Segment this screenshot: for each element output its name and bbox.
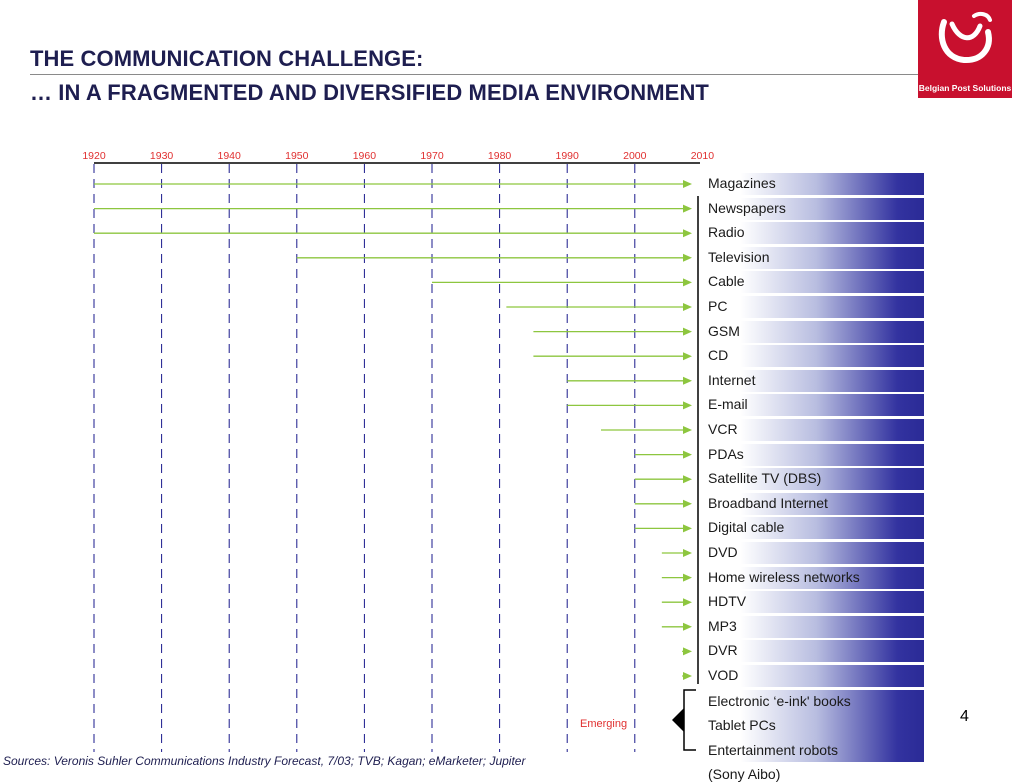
sources-note: Sources: Veronis Suhler Communications I… bbox=[3, 754, 526, 768]
media-label: Digital cable bbox=[708, 519, 785, 536]
media-label: Broadband Internet bbox=[708, 494, 828, 511]
logo-text: Belgian Post Solutions bbox=[918, 83, 1012, 93]
year-label-1990: 1990 bbox=[555, 150, 579, 162]
emerging-bar bbox=[700, 689, 924, 762]
media-label: Newspapers bbox=[708, 199, 786, 216]
emerging-bracket-pointer bbox=[672, 708, 684, 732]
arrow-head bbox=[683, 401, 692, 410]
media-label: PC bbox=[708, 298, 728, 314]
year-label-1980: 1980 bbox=[487, 150, 512, 162]
arrow-head bbox=[683, 204, 692, 213]
media-label: Home wireless networks bbox=[708, 568, 860, 585]
title-rule bbox=[30, 74, 1012, 75]
media-label: VCR bbox=[708, 421, 738, 437]
arrow-head bbox=[683, 327, 692, 336]
media-bar bbox=[700, 468, 924, 491]
emerging-bracket bbox=[683, 689, 696, 751]
media-label: Cable bbox=[708, 273, 745, 290]
media-bar bbox=[700, 369, 924, 392]
emerging-item: (Sony Aibo) bbox=[708, 766, 781, 782]
arrow-head bbox=[683, 549, 692, 557]
media-label: CD bbox=[708, 347, 729, 364]
media-label: Radio bbox=[708, 224, 745, 241]
media-bar bbox=[700, 222, 924, 245]
arrow-head bbox=[683, 573, 692, 582]
media-bar bbox=[700, 394, 924, 417]
media-label: HDTV bbox=[708, 593, 747, 610]
belgian-post-logo: Belgian Post Solutions bbox=[918, 0, 1012, 98]
title-line-2: … IN A FRAGMENTED AND DIVERSIFIED MEDIA … bbox=[30, 80, 709, 105]
media-bar bbox=[700, 591, 924, 614]
media-bar bbox=[700, 345, 924, 368]
media-label: Magazines bbox=[708, 175, 776, 191]
media-bar bbox=[700, 173, 924, 195]
year-label-1950: 1950 bbox=[285, 150, 309, 162]
media-bar bbox=[700, 542, 924, 564]
emerging-item: Entertainment robots bbox=[708, 741, 838, 758]
year-label-1940: 1940 bbox=[217, 150, 241, 162]
post-horn-icon bbox=[938, 11, 992, 64]
media-bar bbox=[700, 419, 924, 441]
year-label-2000: 2000 bbox=[623, 150, 647, 162]
media-bar bbox=[700, 640, 924, 663]
arrow-head bbox=[683, 229, 692, 238]
arrow-head bbox=[683, 376, 692, 385]
year-label-2010: 2010 bbox=[690, 150, 715, 162]
media-bar bbox=[700, 517, 924, 540]
year-label-1920: 1920 bbox=[82, 150, 106, 162]
arrow-head bbox=[683, 426, 692, 434]
media-bar bbox=[700, 443, 924, 466]
media-bar bbox=[700, 246, 924, 269]
arrow-head bbox=[683, 450, 692, 459]
arrow-head bbox=[683, 475, 692, 484]
emerging-item: Electronic ‘e-ink' books bbox=[708, 692, 851, 709]
media-label: MP3 bbox=[708, 617, 737, 634]
media-label: Television bbox=[708, 248, 770, 265]
emerging-label: Emerging bbox=[580, 718, 628, 730]
arrow-head bbox=[683, 598, 692, 607]
arrow-head bbox=[683, 499, 692, 508]
arrow-head bbox=[683, 352, 692, 361]
arrow-head bbox=[683, 524, 692, 533]
year-label-1970: 1970 bbox=[420, 150, 444, 162]
media-bar bbox=[700, 615, 924, 638]
media-bar bbox=[700, 665, 924, 687]
media-label: VOD bbox=[708, 667, 739, 683]
media-bar bbox=[700, 271, 924, 294]
media-bar bbox=[700, 492, 924, 515]
page-number: 4 bbox=[960, 708, 969, 725]
media-label: GSM bbox=[708, 322, 740, 339]
arrow-head bbox=[683, 180, 692, 188]
media-bar bbox=[700, 197, 924, 220]
media-label: DVR bbox=[708, 642, 738, 659]
arrow-head bbox=[683, 647, 692, 656]
title-line-1: THE COMMUNICATION CHALLENGE: bbox=[30, 46, 424, 71]
arrow-head bbox=[683, 622, 692, 631]
media-bar bbox=[700, 320, 924, 343]
arrow-head bbox=[683, 278, 692, 287]
arrow-head bbox=[683, 672, 692, 680]
arrow-head bbox=[683, 303, 692, 311]
media-label: Internet bbox=[708, 371, 756, 388]
emerging-item: Tablet PCs bbox=[708, 717, 776, 734]
media-bar bbox=[700, 566, 924, 589]
year-label-1930: 1930 bbox=[149, 150, 174, 162]
year-label-1960: 1960 bbox=[352, 150, 377, 162]
media-label: Satellite TV (DBS) bbox=[708, 470, 822, 487]
arrow-head bbox=[683, 253, 692, 262]
media-label: PDAs bbox=[708, 445, 744, 462]
media-label: E-mail bbox=[708, 396, 748, 413]
media-bar bbox=[700, 296, 924, 318]
media-label: DVD bbox=[708, 544, 738, 560]
